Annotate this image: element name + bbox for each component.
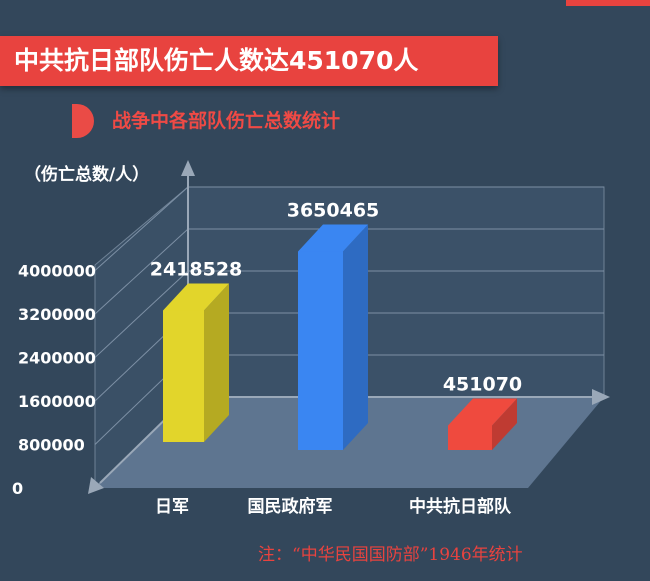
- data-label: 451070: [443, 373, 522, 395]
- bar-side: [204, 283, 229, 442]
- x-axis-arrow: [592, 389, 610, 405]
- bar-0: [163, 310, 204, 442]
- y-tick-label: 800000: [18, 436, 85, 455]
- category-label: 日军: [155, 497, 189, 517]
- grid-line-side: [94, 186, 189, 271]
- category-label: 中共抗日部队: [409, 496, 512, 517]
- chart-back-wall: [187, 186, 605, 398]
- data-label: 2418528: [150, 258, 243, 280]
- z-axis-arrow: [88, 477, 104, 494]
- grid-line-side: [94, 270, 189, 358]
- title-banner: 中共抗日部队伤亡人数达451070人: [0, 36, 498, 86]
- chart-subtitle: 战争中各部队伤亡总数统计: [112, 110, 341, 132]
- bar-top: [298, 224, 368, 252]
- y-tick-label: 4000000: [18, 262, 96, 281]
- y-axis-label: （伤亡总数/人）: [24, 165, 150, 185]
- bar-1: [298, 251, 343, 450]
- category-label: 国民政府军: [248, 496, 333, 517]
- bar-side: [343, 224, 368, 450]
- bar-top: [163, 283, 229, 311]
- y-tick-label: 0: [12, 479, 23, 498]
- page-title: 中共抗日部队伤亡人数达451070人: [14, 46, 419, 75]
- y-tick-label: 2400000: [18, 349, 96, 368]
- data-label: 3650465: [287, 200, 380, 222]
- half-circle-icon: [72, 104, 94, 138]
- corner-accent: [566, 0, 650, 6]
- bar-2: [448, 425, 492, 450]
- y-tick-label: 1600000: [18, 392, 96, 411]
- y-tick-label: 3200000: [18, 305, 96, 324]
- source-note: 注：“中华民国国防部”1946年统计: [258, 545, 523, 565]
- grid-line-side: [94, 228, 189, 315]
- bar-top: [448, 398, 517, 426]
- y-axis-arrow: [181, 160, 195, 176]
- bar-side: [492, 398, 517, 450]
